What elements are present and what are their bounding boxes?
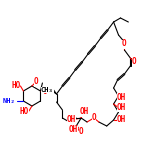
Text: OH: OH	[117, 93, 126, 102]
Text: O: O	[132, 57, 136, 66]
Text: O: O	[92, 114, 96, 123]
Text: OH: OH	[67, 116, 76, 124]
Text: HO: HO	[20, 106, 29, 116]
Text: OH: OH	[117, 116, 126, 124]
Text: HO: HO	[11, 81, 20, 90]
Text: O: O	[34, 78, 38, 87]
Text: CH₃: CH₃	[41, 87, 54, 93]
Text: O: O	[122, 39, 127, 48]
Text: OH: OH	[80, 108, 89, 117]
Text: NH₂: NH₂	[3, 98, 16, 104]
Text: OH: OH	[69, 126, 78, 135]
Text: O: O	[42, 87, 47, 96]
Text: O: O	[79, 128, 83, 136]
Text: OH: OH	[117, 102, 126, 111]
